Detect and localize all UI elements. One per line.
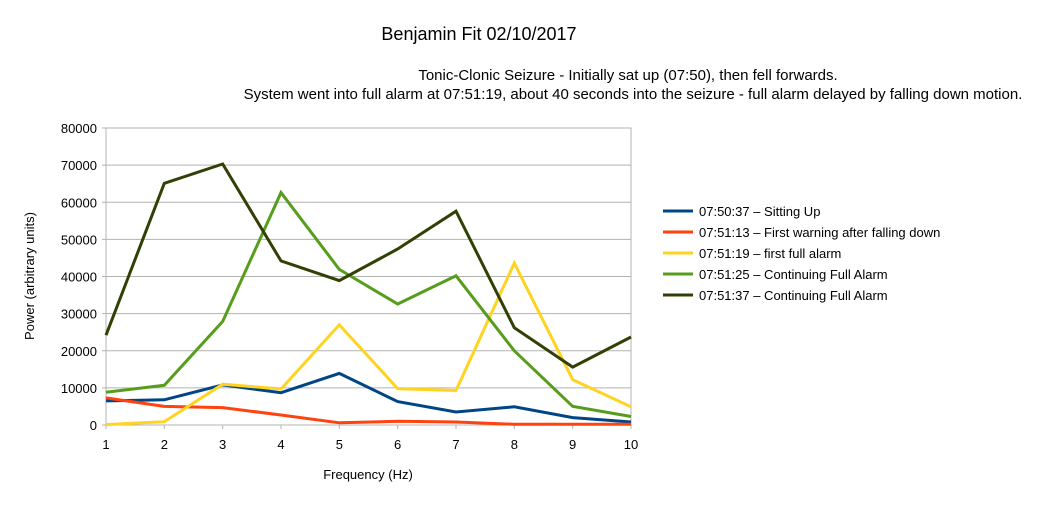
x-tick-label: 9 [569,437,576,452]
series-lines [104,162,632,427]
x-tick-label: 1 [102,437,109,452]
chart-subtitle-line-1: Tonic-Clonic Seizure - Initially sat up … [418,67,837,84]
y-tick-label: 20000 [61,344,97,359]
x-tick-label: 2 [161,437,168,452]
chart-subtitle-line-2: System went into full alarm at 07:51:19,… [244,86,1023,103]
x-tick-label: 7 [452,437,459,452]
series-line-3 [105,259,632,427]
y-tick-label: 70000 [61,158,97,173]
y-tick-label: 40000 [61,270,97,285]
grid-lines [106,127,631,426]
y-tick-label: 60000 [61,195,97,210]
legend-label-5: 07:51:37 – Continuing Full Alarm [699,288,888,303]
legend-label-3: 07:51:19 – first full alarm [699,246,841,261]
legend: 07:50:37 – Sitting Up 07:51:13 – First wa… [663,204,940,303]
x-tick-label: 6 [394,437,401,452]
legend-label-1: 07:50:37 – Sitting Up [699,204,820,219]
x-tick-label: 3 [219,437,226,452]
chart-title: Benjamin Fit 02/10/2017 [381,24,576,44]
y-tick-label: 0 [90,418,97,433]
x-tick-label: 5 [336,437,343,452]
x-tick-label: 8 [511,437,518,452]
x-axis-label: Frequency (Hz) [323,467,413,482]
y-tick-label: 30000 [61,307,97,322]
series-line-5 [104,162,632,369]
y-tick-label: 50000 [61,232,97,247]
series-line-2 [105,396,631,426]
series-line-1 [105,371,632,424]
series-line-4 [105,189,632,418]
x-tick-label: 4 [277,437,284,452]
y-tick-label: 80000 [61,121,97,136]
y-axis-label: Power (arbitrary units) [22,212,37,340]
x-tick-label: 10 [624,437,638,452]
y-axis-ticks: 0 10000 20000 30000 40000 50000 60000 70000 8000… [61,121,106,433]
x-axis-ticks: 1 2 3 4 5 6 7 8 9 10 [102,425,638,452]
legend-label-2: 07:51:13 – First warning after falling d… [699,225,940,240]
y-tick-label: 10000 [61,381,97,396]
legend-label-4: 07:51:25 – Continuing Full Alarm [699,267,888,282]
